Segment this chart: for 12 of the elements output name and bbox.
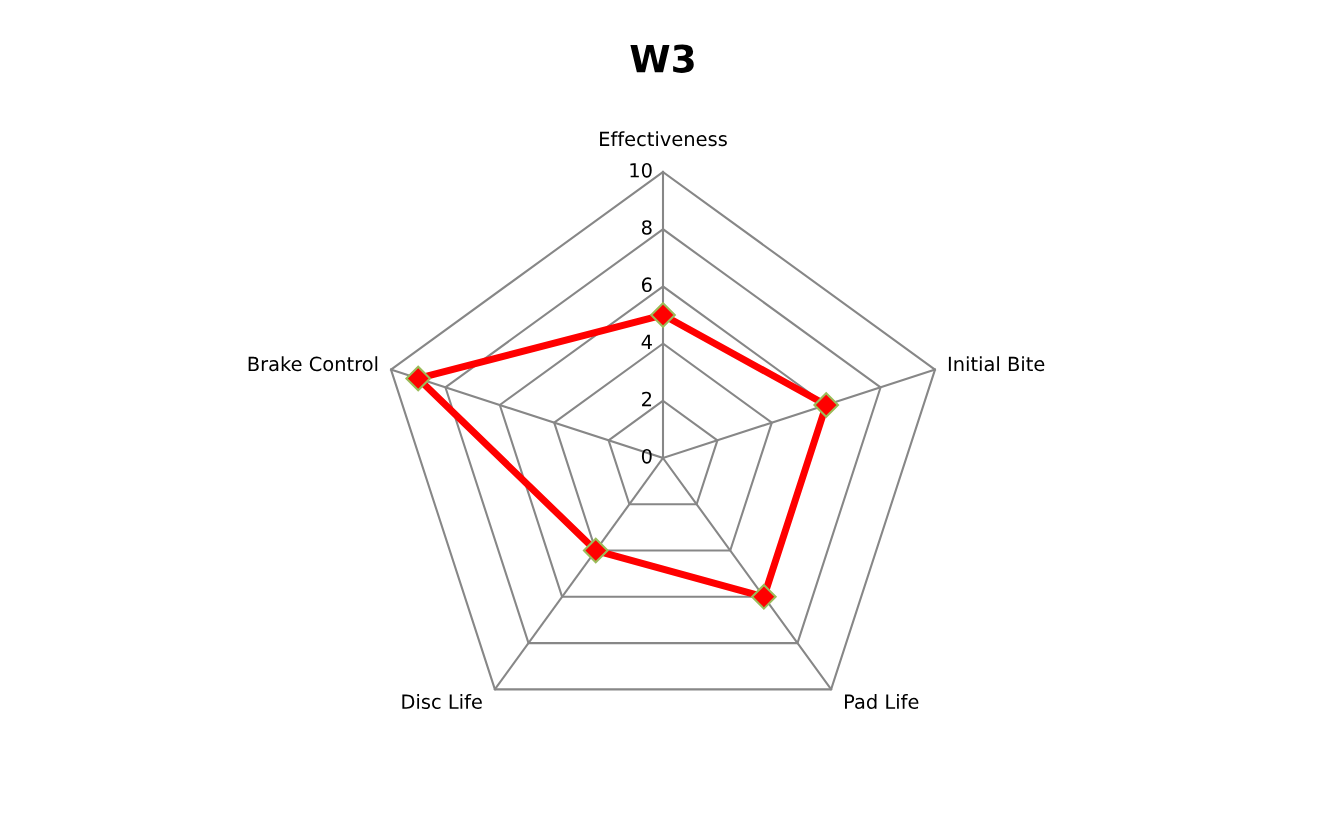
spoke-label: Initial Bite	[948, 356, 1045, 372]
spoke-label: Brake Control	[248, 356, 378, 372]
y-tick-label: 8	[641, 220, 652, 235]
spoke-label: Disc Life	[402, 693, 482, 710]
y-tick-label: 10	[630, 162, 652, 178]
spoke-label: Pad Life	[845, 693, 919, 710]
spoke-label: Effectiveness	[600, 131, 727, 147]
chart-title: W3	[630, 44, 694, 73]
y-tick-label: 0	[641, 448, 652, 464]
y-tick-label: 2	[642, 391, 652, 407]
y-tick-label: 4	[641, 334, 652, 349]
y-tick-label: 6	[641, 277, 652, 293]
